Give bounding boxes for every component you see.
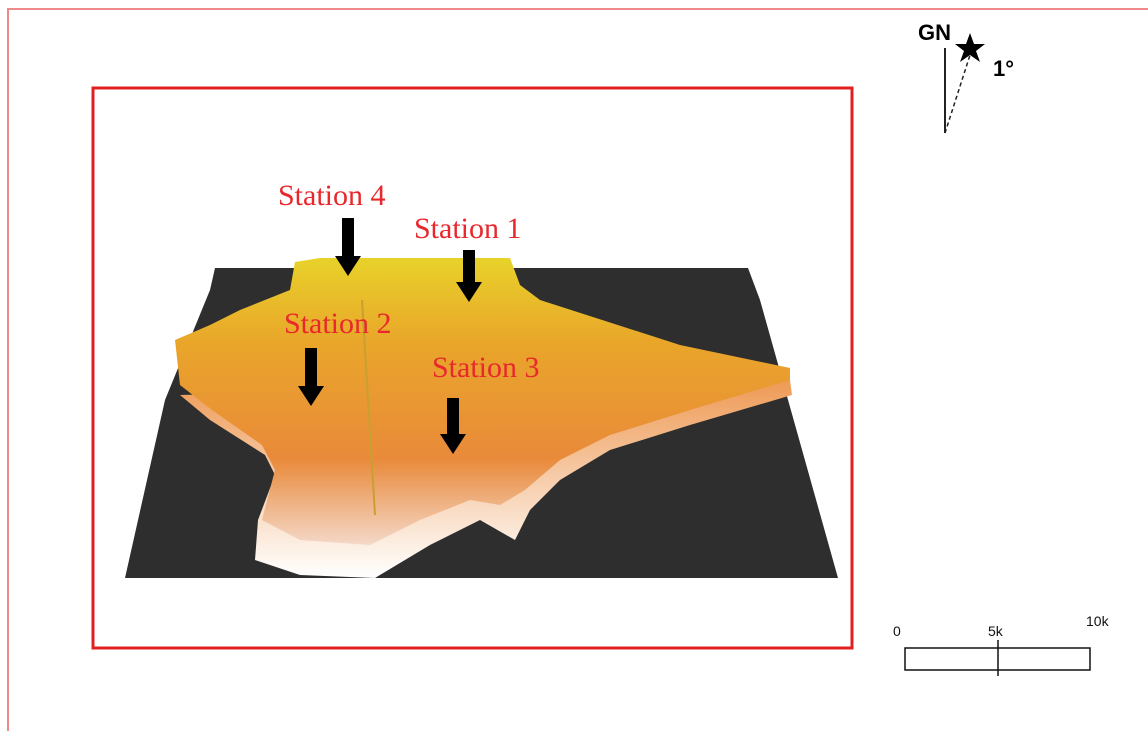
station-label: Station 4 <box>278 179 386 212</box>
declination-line <box>945 52 971 133</box>
scale-label: 10k <box>1086 613 1110 629</box>
scale-label: 0 <box>893 623 901 639</box>
declination-label: 1° <box>993 56 1014 81</box>
map: Station 4 Station 1 Station 2 Station 3 … <box>0 0 1148 731</box>
star <box>955 33 985 62</box>
station-label: Station 3 <box>432 351 540 384</box>
scale-label: 5k <box>988 623 1004 639</box>
page: Station 4 Station 1 Station 2 Station 3 … <box>0 0 1148 731</box>
north-label: GN <box>918 20 951 45</box>
station-label: Station 1 <box>414 212 522 245</box>
station-label: Station 2 <box>284 307 392 340</box>
